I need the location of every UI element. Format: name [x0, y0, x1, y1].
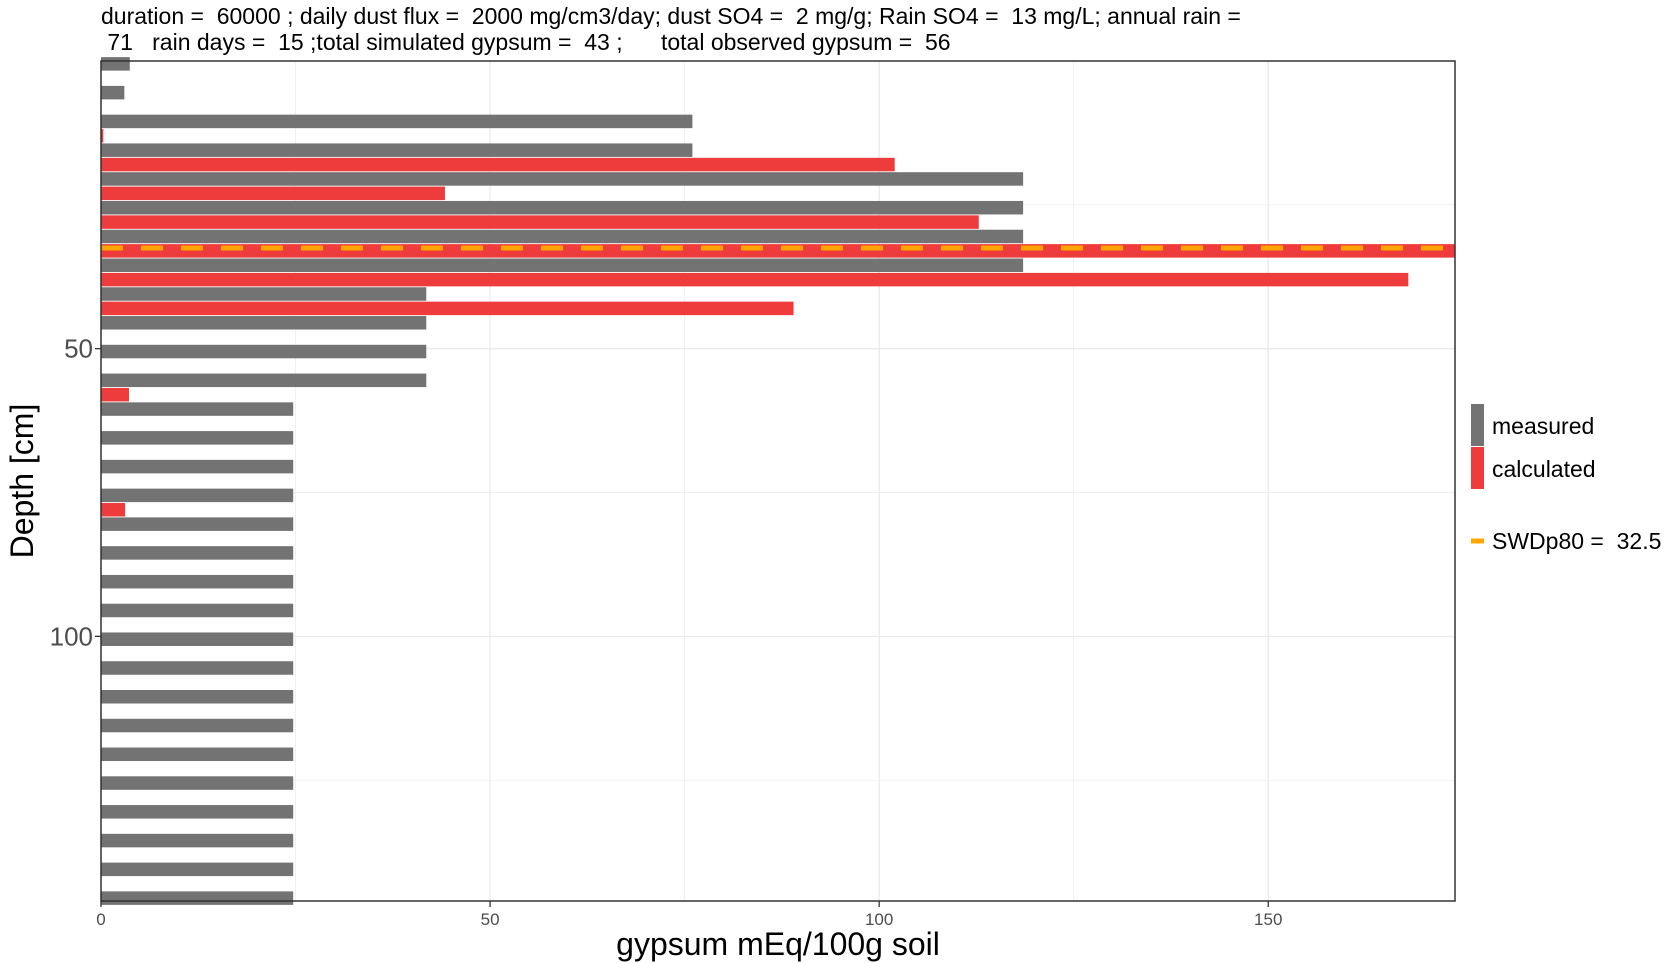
x-tick-label: 150 — [1254, 910, 1282, 929]
x-axis-ticks: 0 50 100 150 — [96, 901, 1282, 929]
x-tick-label: 50 — [481, 910, 500, 929]
bar-measured — [101, 805, 294, 819]
bar-calculated — [101, 301, 794, 316]
bar-measured — [101, 287, 427, 301]
plot-panel-border — [100, 60, 1456, 902]
bar-measured — [101, 776, 294, 790]
bar-calculated — [101, 503, 126, 517]
x-tick-label: 0 — [96, 910, 105, 929]
bar-measured — [101, 85, 125, 100]
bar-measured — [101, 373, 427, 388]
bar-measured — [101, 632, 294, 646]
legend-swatch-measured — [1471, 404, 1484, 446]
bar-measured — [101, 402, 294, 416]
bar-measured — [101, 344, 427, 359]
bar-calculated — [101, 186, 445, 201]
chart-title-line-2: 71 rain days = 15 ;total simulated gypsu… — [101, 29, 951, 55]
bar-measured — [101, 172, 1024, 186]
chart-title-line-1: duration = 60000 ; daily dust flux = 200… — [101, 3, 1241, 29]
bar-measured — [101, 546, 294, 560]
bars — [101, 57, 1455, 905]
bar-calculated — [101, 387, 130, 402]
bar-calculated — [101, 157, 895, 172]
legend-label-measured: measured — [1492, 413, 1594, 439]
y-axis-ticks: 50 100 — [50, 334, 101, 651]
bar-measured — [101, 661, 294, 675]
bar-measured — [101, 603, 294, 618]
bar-measured — [101, 690, 294, 704]
bar-measured — [101, 833, 294, 848]
y-axis-title: Depth [cm] — [4, 404, 40, 559]
legend: measured calculated SWDp80 = 32.5 — [1471, 404, 1661, 554]
bar-measured — [101, 718, 294, 733]
bar-measured — [101, 862, 294, 877]
legend-label-reference-line: SWDp80 = 32.5 — [1492, 528, 1661, 554]
bar-measured — [101, 229, 1024, 244]
bar-measured — [101, 891, 294, 905]
bar-measured — [101, 747, 294, 762]
bar-measured — [101, 574, 294, 589]
bar-measured — [101, 517, 294, 531]
bar-measured — [101, 143, 693, 157]
bar-measured — [101, 200, 1024, 215]
bar-measured — [101, 57, 130, 71]
y-tick-label: 50 — [64, 334, 93, 364]
x-axis-title: gypsum mEq/100g soil — [616, 926, 940, 962]
legend-label-calculated: calculated — [1492, 456, 1596, 482]
bar-measured — [101, 316, 427, 330]
bar-measured — [101, 114, 693, 129]
bar-measured — [101, 488, 294, 503]
bar-calculated — [101, 215, 979, 229]
bar-calculated — [101, 272, 1409, 287]
x-tick-label: 100 — [865, 910, 893, 929]
y-tick-label: 100 — [50, 621, 93, 651]
legend-swatch-calculated — [1471, 447, 1484, 489]
bar-measured — [101, 459, 294, 474]
bar-measured — [101, 258, 1024, 272]
bar-measured — [101, 431, 294, 445]
bar-calculated — [101, 129, 104, 143]
